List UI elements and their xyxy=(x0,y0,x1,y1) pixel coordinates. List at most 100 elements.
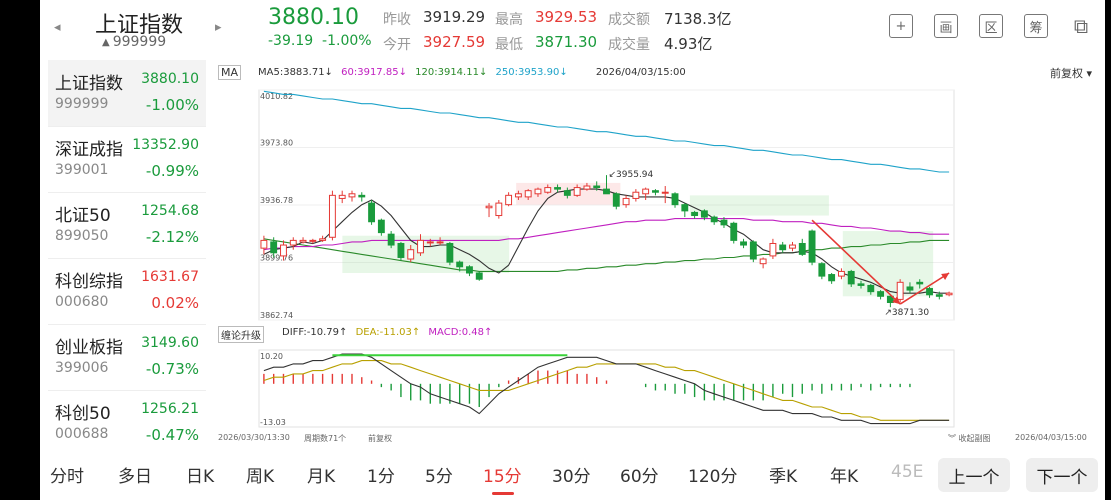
item-price: 1256.21 xyxy=(141,401,199,417)
current-price: 3880.10 xyxy=(268,5,359,30)
tab-60min[interactable]: 60分 xyxy=(620,467,659,487)
item-code: 399006 xyxy=(55,360,109,376)
candle-body xyxy=(622,197,630,206)
item-percent: -1.00% xyxy=(145,96,199,114)
tab-multi-day[interactable]: 多日 xyxy=(118,467,152,487)
candle-body xyxy=(270,241,278,254)
collapse-label: 收起副图 xyxy=(958,434,991,443)
candle-body xyxy=(436,241,444,244)
candle-body xyxy=(935,294,943,297)
item-percent: -2.12% xyxy=(145,228,199,246)
candle-body xyxy=(328,194,336,238)
tab-weekly[interactable]: 周K xyxy=(246,467,275,487)
candle-body xyxy=(475,272,483,280)
candle-body xyxy=(495,202,503,217)
chart-datetime: 2026/04/03/15:00 xyxy=(595,67,686,78)
list-item[interactable]: 深证成指 399001 13352.90 -0.99% xyxy=(48,126,206,193)
next-index-button[interactable]: 下一个 xyxy=(1026,458,1098,492)
candle-body xyxy=(573,187,581,196)
kline-svg: 4010.82 3973.80 3936.78 3899.76 3862.74 ↙3955… xyxy=(258,89,955,428)
item-name: 深证成指 xyxy=(55,140,123,160)
candle-body xyxy=(945,292,953,296)
list-item[interactable]: 创业板指 399006 3149.60 -0.73% xyxy=(48,324,206,391)
item-name: 科创50 xyxy=(55,404,111,424)
add-icon[interactable]: + xyxy=(889,14,913,38)
tab-15min[interactable]: 15分 xyxy=(483,467,522,487)
candle-body xyxy=(593,185,601,189)
high-mark: ↙3955.94 xyxy=(609,170,654,180)
copy-icon[interactable]: ⧉ xyxy=(1073,14,1089,38)
ma60-legend: 60:3917.85↓ xyxy=(341,67,407,78)
candle-body xyxy=(583,185,591,190)
kline-chart-area[interactable]: MA MA5:3883.71↓ 60:3917.85↓ 120:3914.11↓… xyxy=(212,60,1102,448)
prev-index-arrow-icon[interactable]: ◂ xyxy=(54,20,61,35)
low-mark: ↗3871.30 xyxy=(884,308,929,318)
candle-body xyxy=(544,187,552,193)
list-item[interactable]: 上证指数 999999 3880.10 -1.00% xyxy=(48,60,206,127)
ma-selector[interactable]: MA xyxy=(218,65,242,80)
item-name: 上证指数 xyxy=(55,74,123,94)
candle-body xyxy=(466,266,473,274)
macd-y-label: -13.03 xyxy=(260,418,286,427)
stat-value: 3919.29 xyxy=(423,8,486,26)
stat-value: 3927.59 xyxy=(423,33,486,51)
tab-yearly[interactable]: 年K xyxy=(830,467,859,487)
indicator-selector[interactable]: 缠论升级 xyxy=(218,326,264,343)
stat-value: 7138.3亿 xyxy=(664,10,732,28)
dea-line xyxy=(263,360,950,421)
tab-5min[interactable]: 5分 xyxy=(425,467,453,487)
stat-label: 昨收 xyxy=(383,12,411,28)
candle-body xyxy=(661,191,669,194)
period-tabs: 分时 多日 日K 周K 月K 1分 5分 15分 30分 60分 120分 季K… xyxy=(40,450,1105,500)
region-icon[interactable]: 区 xyxy=(979,14,1003,38)
end-time: 2026/04/03/15:00 xyxy=(1015,433,1087,442)
change-value: -39.19 xyxy=(268,33,314,49)
prev-index-button[interactable]: 上一个 xyxy=(938,458,1010,492)
candle-body xyxy=(847,270,855,285)
adjust-selector[interactable]: 前复权 ▾ xyxy=(1049,67,1092,80)
tab-daily[interactable]: 日K xyxy=(186,467,215,487)
list-item[interactable]: 北证50 899050 1254.68 -2.12% xyxy=(48,192,206,259)
item-price: 1254.68 xyxy=(141,203,199,219)
candle-body xyxy=(818,263,826,277)
candle-body xyxy=(681,204,689,212)
candle-body xyxy=(289,239,297,246)
tab-intraday[interactable]: 分时 xyxy=(50,467,84,487)
tab-monthly[interactable]: 月K xyxy=(307,467,336,487)
adjust-bottom: 前复权 xyxy=(368,434,392,443)
list-item[interactable]: 科创综指 000680 1631.67 0.02% xyxy=(48,258,206,325)
y-tick-label: 3899.76 xyxy=(260,254,293,263)
item-code: 999999 xyxy=(55,96,109,112)
tab-30min[interactable]: 30分 xyxy=(552,467,591,487)
list-item[interactable]: 科创50 000688 1256.21 -0.47% xyxy=(48,390,206,456)
candle-body xyxy=(769,242,777,257)
y-tick-label: 4010.82 xyxy=(260,92,293,101)
candle-body xyxy=(387,233,395,246)
ma250-line xyxy=(263,90,950,173)
start-time: 2026/03/30/13:30 xyxy=(218,433,290,442)
tab-quarterly[interactable]: 季K xyxy=(769,467,798,487)
candle-body xyxy=(505,194,513,206)
tab-120min[interactable]: 120分 xyxy=(688,467,738,487)
index-name: 上证指数 xyxy=(95,13,184,38)
collapse-subchart[interactable]: ︾ 收起副图 xyxy=(948,433,991,444)
stat-value: 3871.30 xyxy=(535,33,598,51)
item-code: 899050 xyxy=(55,228,109,244)
index-watchlist: 上证指数 999999 3880.10 -1.00% 深证成指 399001 1… xyxy=(48,60,206,448)
next-index-arrow-icon[interactable]: ▸ xyxy=(215,20,222,35)
tab-45e[interactable]: 45E xyxy=(891,462,924,482)
item-price: 1631.67 xyxy=(141,269,199,285)
tab-1min[interactable]: 1分 xyxy=(367,467,395,487)
diff-line xyxy=(263,353,950,425)
candle-body xyxy=(603,188,610,195)
y-tick-label: 3973.80 xyxy=(260,139,293,148)
macd-y-label: 10.20 xyxy=(260,352,283,361)
candle-body xyxy=(652,190,659,193)
draw-icon[interactable]: 画 xyxy=(934,14,958,38)
ma5-legend: MA5:3883.71↓ xyxy=(258,67,333,78)
candle-body xyxy=(837,270,845,277)
stat-value: 4.93亿 xyxy=(664,35,713,53)
candle-body xyxy=(426,241,434,244)
double-chevron-down-icon: ︾ xyxy=(948,434,956,443)
chip-icon[interactable]: 筹 xyxy=(1024,14,1048,38)
